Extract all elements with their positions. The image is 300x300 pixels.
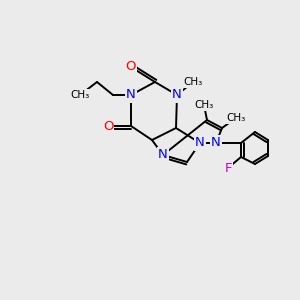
Text: N: N	[126, 88, 136, 101]
Text: N: N	[172, 88, 182, 101]
Text: CH₃: CH₃	[226, 113, 246, 123]
Text: F: F	[224, 161, 232, 175]
Text: CH₃: CH₃	[70, 90, 90, 100]
Text: O: O	[126, 61, 136, 74]
Text: N: N	[195, 136, 205, 149]
Text: CH₃: CH₃	[183, 77, 202, 87]
Text: N: N	[158, 148, 168, 161]
Text: N: N	[211, 136, 221, 149]
Text: O: O	[103, 119, 113, 133]
Text: CH₃: CH₃	[194, 100, 214, 110]
